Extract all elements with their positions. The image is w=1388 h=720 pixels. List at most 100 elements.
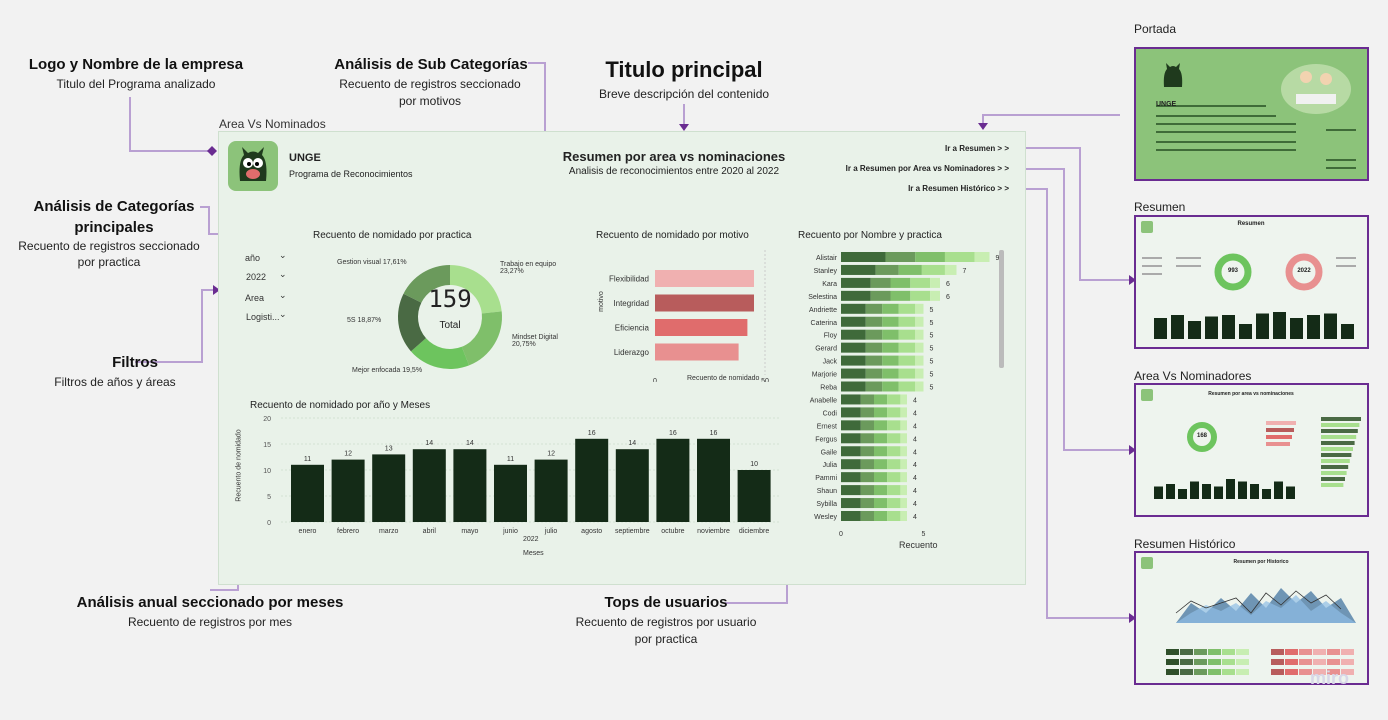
donut-label-gestion: Gestion visual 17,61% [337, 259, 407, 266]
thumb-bar [1208, 649, 1221, 655]
thumb-bar [1180, 659, 1193, 665]
tops-bar-segment [915, 368, 924, 379]
annotation-filtros-title: Filtros [112, 354, 158, 371]
tops-bar-segment [874, 433, 888, 444]
thumb-bar [1299, 669, 1312, 675]
tops-value-label: 5 [930, 385, 934, 392]
tops-name-label: Kara [822, 281, 837, 288]
tops-bar-segment [915, 316, 924, 327]
tops-bar-segment [841, 329, 866, 340]
thumb-historico-art [1141, 557, 1356, 675]
monthly-category-label: octubre [661, 528, 684, 535]
thumb-resumen-label: Resumen [1134, 200, 1186, 214]
tops-bar-segment [887, 420, 901, 431]
monthly-bar [453, 449, 487, 522]
thumb-area[interactable]: Resumen por area vs nominaciones 168 [1134, 383, 1369, 517]
thumb-bar [1271, 649, 1284, 655]
monthly-category-label: mayo [461, 528, 478, 535]
monster-logo-icon [239, 147, 267, 181]
monthly-bar [494, 464, 527, 522]
tops-bar-segment [898, 329, 916, 340]
tops-bar-segment [887, 498, 901, 509]
dashboard-subtitle: Analisis de reconocimientos entre 2020 a… [568, 166, 780, 177]
thumb-bar [1226, 479, 1235, 499]
tops-bar-segment [898, 355, 916, 366]
monthly-bar [534, 459, 568, 522]
thumb-bar [1321, 441, 1355, 445]
donut-label-mindset: Mindset Digital 20,75% [512, 334, 558, 348]
tops-bar-segment [900, 407, 907, 418]
thumb-resumen-title: Resumen [1237, 221, 1265, 227]
chevron-down-icon[interactable]: ⌄ [279, 250, 287, 260]
thumb-bar [1250, 484, 1259, 499]
tops-name-label: Reba [820, 385, 837, 392]
thumb-resumen-n1: 993 [1227, 268, 1238, 274]
nav-resumen-link[interactable]: Ir a Resumen > > [944, 144, 1009, 153]
tops-chart: Alistair 9 Stanley 7 Kara 6 Selestina 6 Andriett… [808, 252, 1000, 538]
nav-historico-link[interactable]: Ir a Resumen Histórico > > [908, 184, 1009, 193]
thumb-bar [1299, 659, 1312, 665]
thumb-resumen[interactable]: Resumen 993 2022 [1134, 215, 1369, 349]
nav-area-link[interactable]: Ir a Resumen por Area vs Nominadores > > [845, 164, 1009, 173]
thumb-bar [1190, 481, 1199, 499]
donut-slice [410, 338, 470, 369]
thumb-bar [1194, 669, 1207, 675]
tops-bar-segment [860, 459, 874, 470]
tops-bar-segment [882, 342, 899, 353]
annotation-subcat-sub2: por motivos [398, 94, 462, 108]
program-name: Programa de Reconocimientos [289, 169, 413, 179]
monthly-year: 2022 [523, 536, 539, 543]
thumb-bar [1341, 669, 1354, 675]
tops-value-label: 4 [913, 449, 917, 456]
tops-bar-segment [900, 485, 907, 496]
tops-value-label: 5 [930, 307, 934, 314]
monthly-ytick: 0 [267, 520, 271, 527]
tops-bar-segment [841, 498, 861, 509]
annotation-main-sub: Breve descripción del contenido [598, 87, 770, 101]
tops-bar-segment [865, 381, 883, 392]
donut-chart [398, 265, 502, 369]
tops-name-label: Caterina [811, 320, 838, 327]
chevron-down-icon[interactable]: ⌄ [279, 309, 287, 319]
tops-bar-segment [860, 446, 874, 457]
annotation-anual-title: Análisis anual seccionado por meses [76, 594, 344, 611]
donut-slice [398, 293, 426, 352]
tops-bar-segment [882, 316, 899, 327]
thumb-bar [1222, 659, 1235, 665]
tops-value-label: 5 [930, 359, 934, 366]
monthly-bar [412, 449, 446, 522]
donut-title: Recuento de nomidado por practica [313, 230, 472, 241]
tops-bar-segment [882, 355, 899, 366]
chevron-down-icon[interactable]: ⌄ [279, 290, 287, 300]
tops-bar-segment [887, 459, 901, 470]
monthly-ytick: 20 [263, 416, 271, 423]
monthly-bar [697, 438, 730, 522]
thumb-bar [1256, 313, 1269, 339]
tops-bar-segment [865, 355, 883, 366]
thumb-bar [1166, 649, 1179, 655]
chevron-down-icon[interactable]: ⌄ [279, 269, 287, 279]
tops-bar-segment [860, 472, 874, 483]
thumb-historico[interactable]: Resumen por Historico [1134, 551, 1369, 685]
tops-bar-segment [841, 342, 866, 353]
tops-bar-segment [944, 264, 957, 275]
scrollbar[interactable] [999, 250, 1004, 368]
thumb-portada[interactable]: UNGE [1134, 47, 1369, 181]
tops-value-label: 5 [930, 372, 934, 379]
tops-tick: 5 [922, 531, 926, 538]
tops-value-label: 6 [946, 294, 950, 301]
tops-bar-segment [874, 407, 888, 418]
monthly-category-label: noviembre [697, 528, 730, 535]
tops-name-label: Ernest [817, 423, 837, 430]
monthly-category-label: enero [299, 528, 317, 535]
tops-bar-segment [874, 446, 888, 457]
monthly-bar [615, 449, 649, 522]
filter-area-value[interactable]: Logisti... [246, 312, 280, 322]
thumb-bar [1154, 318, 1167, 339]
thumb-bar [1327, 649, 1340, 655]
tops-bar-segment [915, 329, 924, 340]
tops-name-label: Selestina [808, 294, 837, 301]
filter-year-value[interactable]: 2022 [246, 272, 267, 282]
annotation-anual-sub: Recuento de registros por mes [127, 615, 293, 629]
tops-value-label: 4 [913, 436, 917, 443]
